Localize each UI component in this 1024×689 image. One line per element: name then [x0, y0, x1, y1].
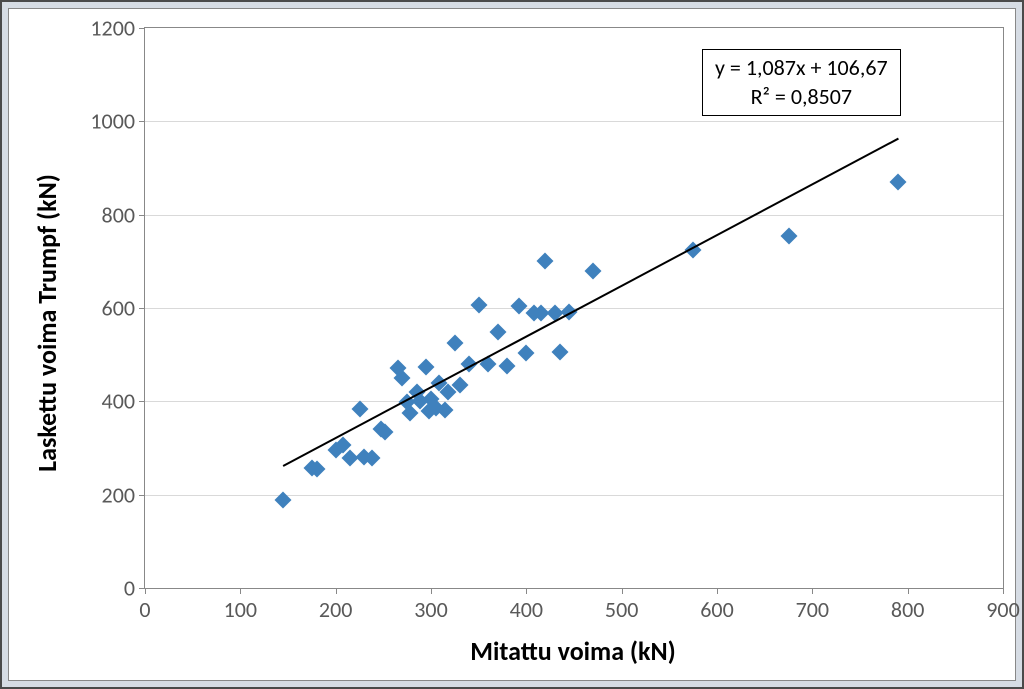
x-tick-label: 800: [891, 588, 924, 623]
x-tick-label: 200: [319, 588, 352, 623]
data-point: [470, 296, 487, 313]
y-tick-label: 1200: [90, 15, 145, 42]
y-tick-label: 200: [102, 481, 145, 508]
x-tick-label: 700: [796, 588, 829, 623]
data-point: [551, 344, 568, 361]
x-tick-label: 500: [605, 588, 638, 623]
trendline: [283, 138, 899, 467]
x-tick-label: 900: [986, 588, 1019, 623]
equation-line-1: y = 1,087x + 106,67: [715, 54, 888, 83]
data-point: [510, 297, 527, 314]
x-tick-label: 0: [139, 588, 150, 623]
y-tick-label: 800: [102, 201, 145, 228]
y-axis-title: Laskettu voima Trumpf (kN): [31, 174, 63, 472]
data-point: [489, 324, 506, 341]
chart-outer-frame: 0200400600800100012000100200300400500600…: [0, 0, 1024, 689]
data-point: [351, 400, 368, 417]
data-point: [499, 358, 516, 375]
data-point: [446, 335, 463, 352]
x-tick-label: 400: [510, 588, 543, 623]
x-axis-title: Mitattu voima (kN): [470, 635, 675, 667]
x-tick-label: 300: [414, 588, 447, 623]
data-point: [537, 253, 554, 270]
gridline-horizontal: [145, 495, 1003, 496]
equation-line-2: R² = 0,8507: [715, 83, 888, 112]
data-point: [518, 344, 535, 361]
x-tick-label: 100: [224, 588, 257, 623]
equation-box: y = 1,087x + 106,67 R² = 0,8507: [702, 49, 901, 116]
gridline-horizontal: [145, 121, 1003, 122]
y-tick-label: 1000: [90, 108, 145, 135]
y-tick-label: 400: [102, 388, 145, 415]
x-tick-label: 600: [700, 588, 733, 623]
y-tick-label: 600: [102, 295, 145, 322]
gridline-horizontal: [145, 401, 1003, 402]
data-point: [780, 228, 797, 245]
chart-inner-frame: 0200400600800100012000100200300400500600…: [8, 8, 1016, 681]
data-point: [890, 174, 907, 191]
gridline-horizontal: [145, 215, 1003, 216]
data-point: [418, 359, 435, 376]
data-point: [585, 262, 602, 279]
